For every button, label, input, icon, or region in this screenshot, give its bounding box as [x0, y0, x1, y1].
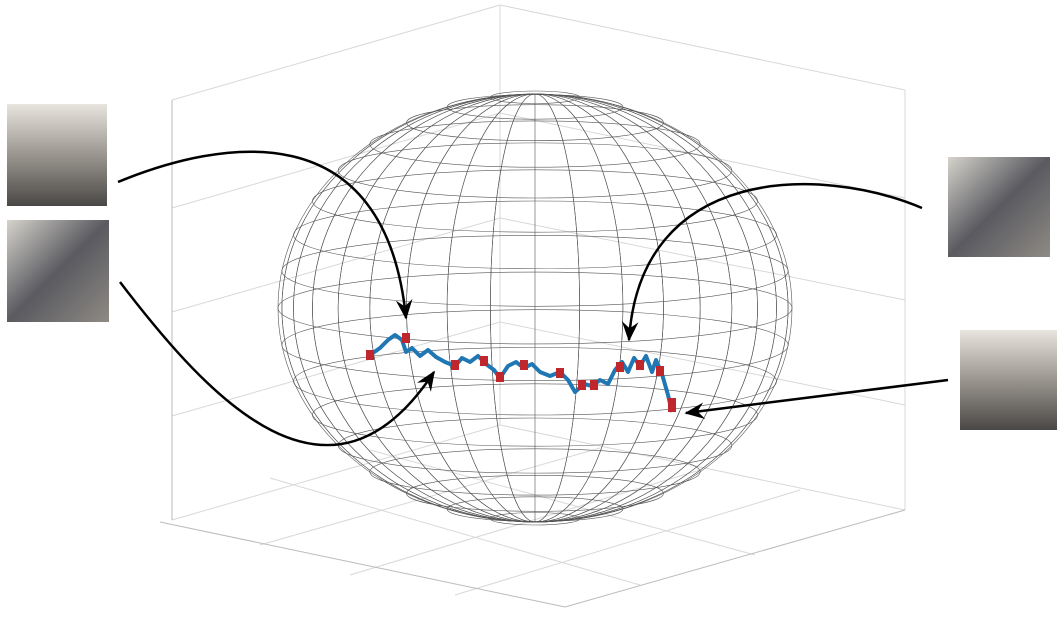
x-axis	[160, 522, 565, 607]
y-axis	[565, 510, 905, 607]
sphere-wireframe	[278, 91, 792, 525]
arrow	[120, 282, 434, 445]
keyframe	[496, 372, 504, 382]
keyframe	[402, 333, 410, 343]
keyframe	[520, 360, 528, 370]
photo-chair	[7, 220, 109, 322]
keyframe	[668, 398, 676, 412]
box-edge	[172, 5, 500, 100]
photos	[7, 104, 1057, 430]
photo-office	[7, 104, 107, 206]
arrows	[118, 152, 948, 445]
keyframe	[480, 356, 488, 366]
grid-line	[172, 113, 500, 208]
keyframe	[636, 360, 644, 370]
arrow	[118, 152, 406, 318]
keyframe	[656, 366, 664, 376]
keyframe	[578, 380, 586, 390]
keyframe	[616, 362, 624, 372]
keyframe	[451, 360, 459, 370]
keyframe	[590, 380, 598, 390]
figure	[0, 0, 1057, 639]
keyframe	[366, 350, 374, 360]
grid-line	[172, 218, 500, 312]
box-edge	[500, 5, 905, 90]
arrow	[686, 380, 948, 413]
keyframe	[556, 368, 564, 378]
photo-person	[948, 157, 1050, 257]
photo-robot	[960, 330, 1057, 430]
arrow	[629, 184, 922, 340]
